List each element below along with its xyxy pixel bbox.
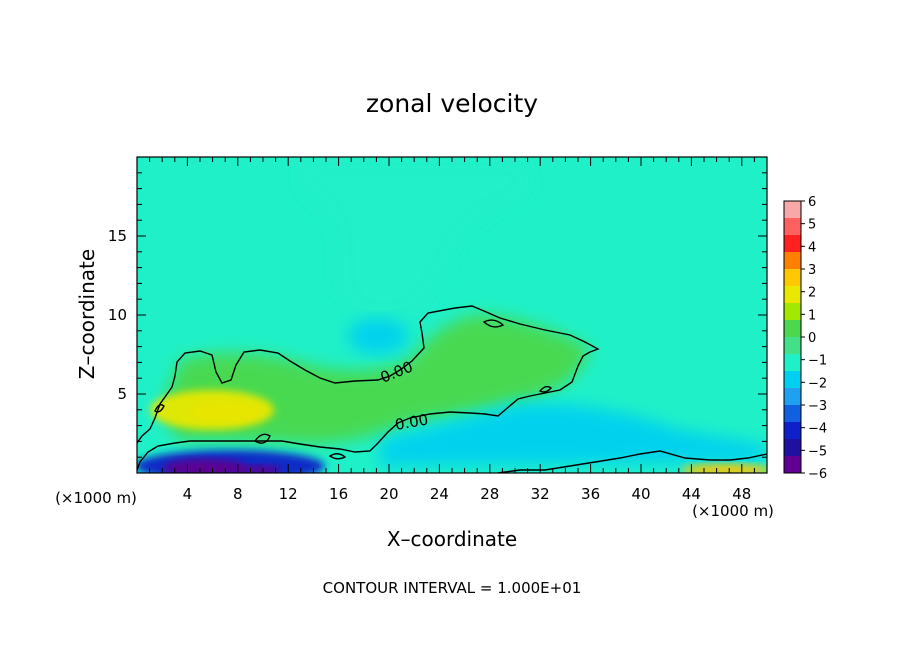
x-tick-label: 28 <box>480 485 499 503</box>
contour-interval-note: CONTOUR INTERVAL = 1.000E+01 <box>323 579 582 597</box>
field-region-surface-deep-blue <box>163 459 247 473</box>
y-axis: 5 10 15 <box>108 172 767 458</box>
colorbar-swatch <box>784 422 801 440</box>
chart-title: zonal velocity <box>366 89 538 118</box>
colorbar-tick-label: −5 <box>808 444 827 459</box>
x-tick-label: 8 <box>233 485 243 503</box>
colorbar-swatch <box>784 439 801 457</box>
colorbar-swatch <box>784 286 801 304</box>
colorbar-tick-label: 4 <box>808 240 816 255</box>
colorbar-tick-label: 5 <box>808 218 816 233</box>
zero-contour-surface <box>497 450 767 473</box>
x-tick-label: 16 <box>329 485 348 503</box>
contour-lines <box>137 305 767 473</box>
field-region-lower-cyan-layer <box>380 403 767 466</box>
y-tick-label: 10 <box>108 306 127 324</box>
colorbar-swatch <box>784 252 801 270</box>
y-unit-label: (×1000 m) <box>55 489 137 507</box>
colorbar-tick-label: 3 <box>808 263 816 278</box>
colorbar-swatch <box>784 388 801 406</box>
x-tick-label: 40 <box>631 485 650 503</box>
colorbar-tick-label: 1 <box>808 308 816 323</box>
colorbar-tick-label: 6 <box>808 195 816 210</box>
colorbar-swatch <box>784 269 801 287</box>
contour-loop-d <box>538 385 552 393</box>
x-tick-label: 4 <box>183 485 193 503</box>
field-region-right-surface-orange <box>681 464 767 473</box>
colorbar: 6 5 4 3 2 1 0 −1 −2 −3 −4 −5 −6 <box>783 195 827 482</box>
contour-loop-a <box>154 404 165 413</box>
y-tick-label: 5 <box>117 385 127 403</box>
colorbar-swatch <box>784 405 801 423</box>
contour-label-lower: 0.00 <box>394 410 430 434</box>
field-region-upper-pale-cell <box>348 318 408 354</box>
contour-loop-c <box>482 319 505 328</box>
zero-contour-upper <box>137 305 600 471</box>
colorbar-tick-label: −4 <box>808 422 827 437</box>
colorbar-tick-label: −3 <box>808 399 827 414</box>
colorbar-swatch <box>784 235 801 253</box>
field-region-upper-cyan-plume <box>300 157 532 321</box>
colorbar-swatch <box>784 201 801 219</box>
x-tick-label: 44 <box>682 485 701 503</box>
x-tick-label: 32 <box>531 485 550 503</box>
colorbar-swatch <box>784 354 801 372</box>
colorbar-swatch <box>784 218 801 236</box>
colorbar-swatch <box>784 337 801 355</box>
x-tick-label: 36 <box>581 485 600 503</box>
contour-loop-e <box>328 453 347 460</box>
plot-area: 0.00 0.00 <box>137 157 767 473</box>
colorbar-swatch <box>784 371 801 389</box>
x-tick-label: 24 <box>430 485 449 503</box>
x-unit-label: (×1000 m) <box>692 502 774 520</box>
colorbar-tick-label: 0 <box>808 331 816 346</box>
field-regions <box>137 157 767 473</box>
x-tick-label: 12 <box>279 485 298 503</box>
y-tick-label: 15 <box>108 227 127 245</box>
colorbar-swatch <box>784 456 801 474</box>
colorbar-tick-label: −6 <box>808 467 827 482</box>
contour-loop-b <box>253 433 271 444</box>
x-axis: 4 8 12 16 20 24 28 32 36 40 44 48 <box>149 157 755 503</box>
field-region-surface-min-core <box>234 465 282 473</box>
colorbar-tick-label: 2 <box>808 286 816 301</box>
x-tick-label: 48 <box>732 485 751 503</box>
y-axis-label: Z–coordinate <box>75 249 99 379</box>
colorbar-swatch <box>784 320 801 338</box>
field-region-left-yellow-band <box>150 390 274 430</box>
colorbar-tick-label: −2 <box>808 376 827 391</box>
colorbar-tick-label: −1 <box>808 354 827 369</box>
colorbar-swatch <box>784 303 801 321</box>
x-tick-label: 20 <box>379 485 398 503</box>
x-axis-label: X–coordinate <box>387 527 517 551</box>
